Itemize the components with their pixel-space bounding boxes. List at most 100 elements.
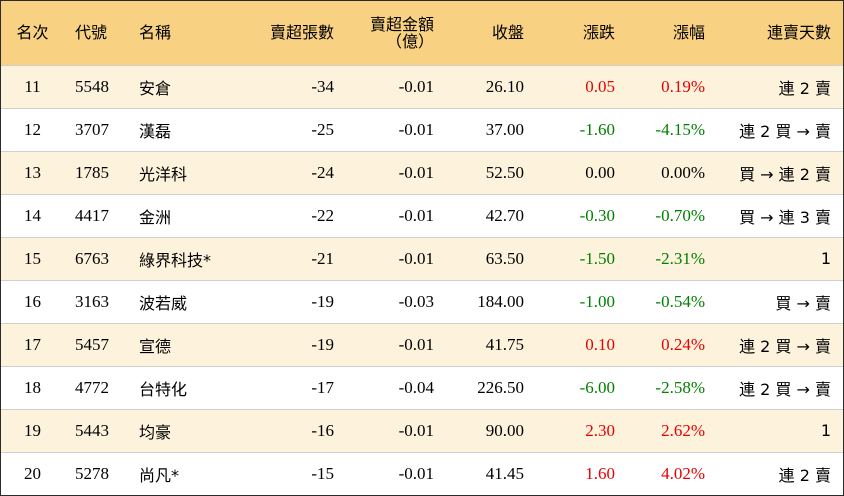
net-sell-lots-cell: -19 — [311, 334, 334, 354]
rank-cell: 16 — [24, 291, 41, 311]
change-pct-cell: 0.19% — [661, 76, 705, 96]
stock-code-cell: 1785 — [75, 162, 109, 182]
change-pct-cell: -4.15% — [655, 119, 705, 139]
change-cell: -6.00 — [579, 377, 615, 397]
stock-name-cell: 安倉 — [139, 78, 172, 98]
stock-code-cell: 5457 — [75, 334, 109, 354]
table-row: 12 3707 漢磊 -25 -0.01 37.00 -1.60 -4.15% … — [1, 108, 843, 151]
rank-cell: 12 — [24, 119, 41, 139]
table-row: 17 5457 宣德 -19 -0.01 41.75 0.10 0.24% 連 … — [1, 323, 843, 366]
close-price-cell: 184.00 — [477, 291, 524, 311]
stock-name-cell: 波若威 — [139, 293, 188, 313]
consecutive-days-cell: 連 2 賣 — [778, 465, 831, 485]
close-price-cell: 63.50 — [485, 248, 524, 268]
table-row: 18 4772 台特化 -17 -0.04 226.50 -6.00 -2.58… — [1, 366, 843, 409]
close-price-cell: 52.50 — [485, 162, 524, 182]
net-sell-amount-cell: -0.01 — [398, 162, 434, 182]
close-price-cell: 42.70 — [485, 205, 524, 225]
change-pct-cell: -2.58% — [655, 377, 705, 397]
rank-cell: 11 — [24, 76, 41, 96]
stock-code-cell: 4417 — [75, 205, 109, 225]
stock-name-cell: 金洲 — [139, 207, 172, 227]
table-row: 19 5443 均豪 -16 -0.01 90.00 2.30 2.62% 1 — [1, 409, 843, 452]
close-price-cell: 26.10 — [485, 76, 524, 96]
net-sell-lots-cell: -34 — [311, 76, 334, 96]
rank-cell: 15 — [24, 248, 41, 268]
header-consecutive-days: 連賣天數 — [766, 23, 831, 43]
net-sell-lots-cell: -15 — [311, 463, 334, 483]
stock-code-cell: 3707 — [75, 119, 109, 139]
net-sell-amount-cell: -0.03 — [398, 291, 434, 311]
stock-name-cell: 漢磊 — [139, 121, 172, 141]
consecutive-days-cell: 連 2 買 → 賣 — [739, 121, 831, 141]
header-net-sell-lots: 賣超張數 — [269, 23, 334, 43]
change-pct-cell: -0.54% — [655, 291, 705, 311]
consecutive-days-cell: 買 → 連 2 賣 — [739, 164, 831, 184]
header-rank: 名次 — [16, 23, 49, 43]
header-net-sell-amount-unit: （億） — [385, 31, 434, 51]
consecutive-days-cell: 連 2 買 → 賣 — [739, 379, 831, 399]
net-sell-lots-cell: -16 — [311, 420, 334, 440]
change-cell: 0.10 — [585, 334, 615, 354]
table-row: 11 5548 安倉 -34 -0.01 26.10 0.05 0.19% 連 … — [1, 65, 843, 108]
stock-name-cell: 台特化 — [139, 379, 188, 399]
change-cell: -0.30 — [579, 205, 615, 225]
stock-code-cell: 5278 — [75, 463, 109, 483]
close-price-cell: 41.75 — [485, 334, 524, 354]
header-net-sell-amount: 賣超金額 （億） — [334, 1, 434, 65]
rank-cell: 18 — [24, 377, 41, 397]
close-price-cell: 41.45 — [485, 463, 524, 483]
stock-name-cell: 均豪 — [139, 422, 172, 442]
change-pct-cell: -0.70% — [655, 205, 705, 225]
rank-cell: 20 — [24, 463, 41, 483]
header-net-sell-amount-line1: 賣超金額 — [369, 14, 434, 34]
change-pct-cell: -2.31% — [655, 248, 705, 268]
change-pct-cell: 0.24% — [661, 334, 705, 354]
net-sell-lots-cell: -25 — [311, 119, 334, 139]
table-row: 14 4417 金洲 -22 -0.01 42.70 -0.30 -0.70% … — [1, 194, 843, 237]
table-row: 15 6763 綠界科技* -21 -0.01 63.50 -1.50 -2.3… — [1, 237, 843, 280]
close-price-cell: 90.00 — [485, 420, 524, 440]
net-sell-amount-cell: -0.01 — [398, 420, 434, 440]
change-pct-cell: 0.00% — [661, 162, 705, 182]
rank-cell: 17 — [24, 334, 41, 354]
consecutive-days-cell: 1 — [820, 421, 831, 440]
change-cell: -1.00 — [579, 291, 615, 311]
net-sell-amount-cell: -0.01 — [398, 334, 434, 354]
header-change-pct: 漲幅 — [672, 23, 705, 43]
change-cell: 1.60 — [585, 463, 615, 483]
net-sell-amount-cell: -0.01 — [398, 76, 434, 96]
stock-code-cell: 5548 — [75, 76, 109, 96]
stock-code-cell: 4772 — [75, 377, 109, 397]
net-sell-amount-cell: -0.01 — [398, 205, 434, 225]
net-sell-lots-cell: -21 — [311, 248, 334, 268]
net-sell-lots-cell: -22 — [311, 205, 334, 225]
header-change: 漲跌 — [582, 23, 615, 43]
header-close: 收盤 — [491, 23, 524, 43]
table-row: 20 5278 尚凡* -15 -0.01 41.45 1.60 4.02% 連… — [1, 452, 843, 495]
consecutive-days-cell: 買 → 賣 — [775, 293, 831, 313]
rank-cell: 13 — [24, 162, 41, 182]
net-sell-lots-cell: -19 — [311, 291, 334, 311]
header-code: 代號 — [75, 23, 108, 43]
net-sell-amount-cell: -0.01 — [398, 248, 434, 268]
net-sell-amount-cell: -0.04 — [398, 377, 434, 397]
rank-cell: 19 — [24, 420, 41, 440]
consecutive-days-cell: 買 → 連 3 賣 — [739, 207, 831, 227]
change-cell: 0.05 — [585, 76, 615, 96]
change-pct-cell: 4.02% — [661, 463, 705, 483]
net-sell-lots-cell: -24 — [311, 162, 334, 182]
stock-name-cell: 宣德 — [139, 336, 172, 356]
close-price-cell: 37.00 — [485, 119, 524, 139]
header-name: 名稱 — [139, 23, 172, 43]
stock-code-cell: 3163 — [75, 291, 109, 311]
net-sell-amount-cell: -0.01 — [398, 119, 434, 139]
change-cell: -1.50 — [579, 248, 615, 268]
close-price-cell: 226.50 — [477, 377, 524, 397]
table-row: 13 1785 光洋科 -24 -0.01 52.50 0.00 0.00% 買… — [1, 151, 843, 194]
header-row: 名次 代號 名稱 賣超張數 賣超金額 （億） 收盤 漲跌 漲幅 連賣天數 — [1, 1, 843, 65]
change-pct-cell: 2.62% — [661, 420, 705, 440]
stock-name-cell: 尚凡* — [139, 465, 180, 485]
consecutive-days-cell: 連 2 賣 — [778, 78, 831, 98]
